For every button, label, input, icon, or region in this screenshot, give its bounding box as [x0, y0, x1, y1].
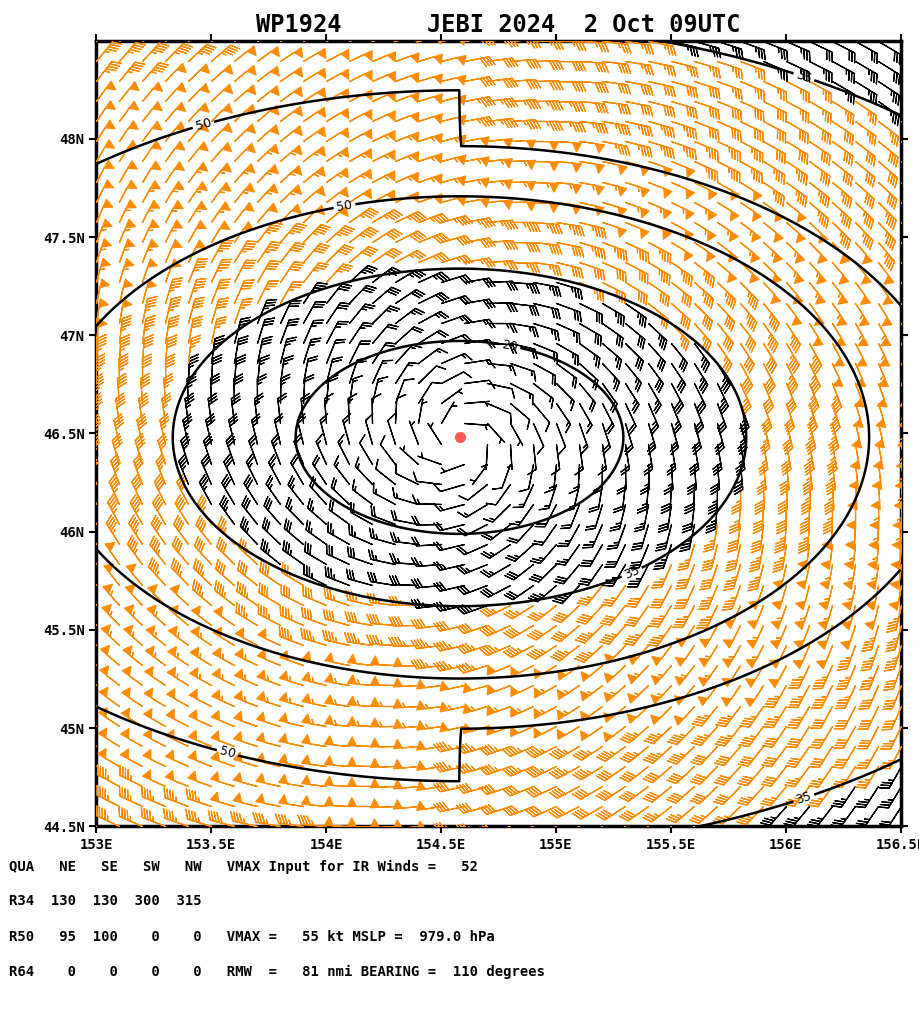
- Text: 35: 35: [794, 68, 813, 85]
- Text: 50: 50: [218, 744, 237, 762]
- Text: R50   95  100    0    0   VMAX =   55 kt MSLP =  979.0 hPa: R50 95 100 0 0 VMAX = 55 kt MSLP = 979.0…: [9, 930, 495, 944]
- Title: WP1924      JEBI 2024  2 Oct 09UTC: WP1924 JEBI 2024 2 Oct 09UTC: [256, 13, 741, 38]
- Text: 35: 35: [794, 789, 813, 807]
- Text: 50: 50: [335, 199, 354, 214]
- Text: 20: 20: [501, 338, 518, 354]
- Text: R34  130  130  300  315: R34 130 130 300 315: [9, 894, 202, 909]
- Text: 50: 50: [194, 117, 213, 133]
- Text: R64    0    0    0    0   RMW  =   81 nmi BEARING =  110 degrees: R64 0 0 0 0 RMW = 81 nmi BEARING = 110 d…: [9, 965, 545, 980]
- Text: QUA   NE   SE   SW   NW   VMAX Input for IR Winds =   52: QUA NE SE SW NW VMAX Input for IR Winds …: [9, 860, 478, 874]
- Text: 35: 35: [622, 563, 641, 581]
